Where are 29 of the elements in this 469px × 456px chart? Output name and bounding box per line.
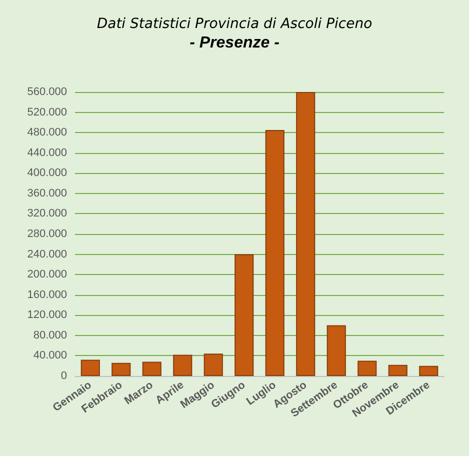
y-tick-label: 320.000 [27, 208, 67, 220]
y-tick-label: 480.000 [27, 126, 67, 139]
bar [142, 362, 162, 376]
bar [419, 366, 438, 376]
y-tick-label: 0 [60, 370, 67, 382]
bar [265, 130, 284, 376]
y-tick-label: 360.000 [27, 187, 67, 200]
y-tick-label: 440.000 [27, 146, 67, 159]
bar [234, 254, 254, 376]
y-tick-label: 400.000 [27, 167, 67, 180]
chart-subtitle: - Presenze - [190, 34, 280, 52]
y-tick-label: 560.000 [27, 86, 67, 98]
bar [388, 364, 408, 376]
bar [112, 362, 131, 376]
y-tick-label: 80.000 [33, 329, 67, 342]
bar [358, 360, 377, 376]
y-tick-label: 40.000 [33, 350, 67, 362]
y-tick-label: 120.000 [27, 309, 67, 322]
y-tick-label: 240.000 [27, 248, 67, 260]
chart-title: Dati Statistici Provincia di Ascoli Piceno [96, 16, 372, 32]
y-tick-label: 200.000 [27, 268, 67, 281]
bar [296, 92, 316, 376]
bar [80, 360, 100, 376]
bar [204, 354, 223, 376]
y-tick-label: 280.000 [27, 228, 67, 240]
y-tick-label: 160.000 [27, 288, 67, 301]
bar [173, 354, 192, 376]
bar [326, 325, 346, 376]
y-tick-label: 520.000 [27, 106, 67, 118]
